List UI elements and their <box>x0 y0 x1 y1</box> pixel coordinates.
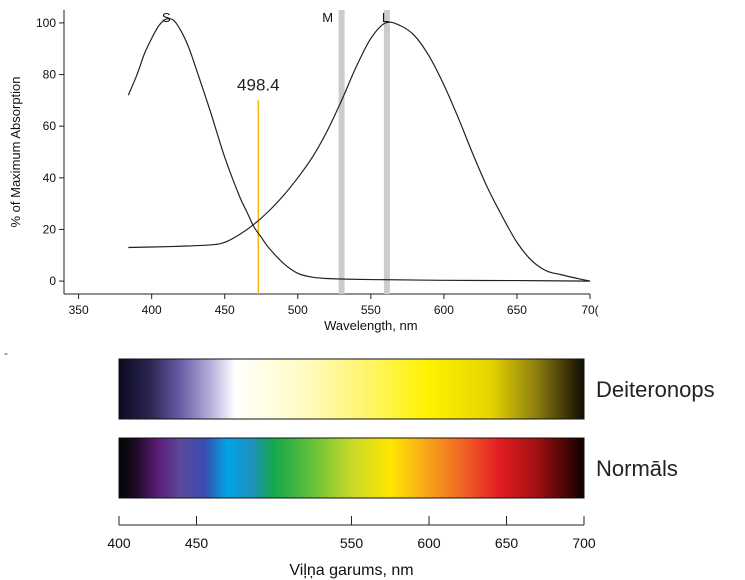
series-line-s <box>127 17 591 282</box>
y-tick-label: 0 <box>49 274 56 288</box>
y-tick-label: 60 <box>43 119 57 133</box>
x-tick-label: 350 <box>69 303 89 317</box>
spectrum-band-label: Deiteronops <box>596 377 715 402</box>
marker-bar <box>383 10 390 294</box>
spectrum-band <box>118 358 585 420</box>
x-tick-label: 500 <box>288 303 308 317</box>
series-line-l <box>128 21 591 282</box>
x-ticks: 350 400 450 500 550 600 650 70( <box>69 294 599 317</box>
spectrum-band-label: Normāls <box>596 456 678 481</box>
x-tick-label: 450 <box>215 303 235 317</box>
x-tick-label: 550 <box>361 303 381 317</box>
y-tick-label: 100 <box>36 16 56 30</box>
marker-bar <box>338 10 345 294</box>
y-ticks: 0 20 40 60 80 100 <box>36 16 64 288</box>
wavelength-ticks: 400 450 550 600 650 700 <box>107 516 596 551</box>
x-tick-label: 650 <box>507 303 527 317</box>
curve-labels: S LM <box>162 10 389 25</box>
x-tick-label: 70( <box>581 303 598 317</box>
wavelength-tick-label: 400 <box>107 535 131 551</box>
crossover-label: 498.4 <box>237 75 280 94</box>
spectrum-band <box>118 437 585 499</box>
curve-label: S <box>162 10 171 25</box>
marker-label: M <box>322 10 333 25</box>
wavelength-tick-label: 650 <box>495 535 519 551</box>
y-tick-label: 20 <box>43 222 57 236</box>
crossover-annotation: 498.4 <box>237 75 280 294</box>
y-tick-label: 40 <box>43 171 57 185</box>
stray-mark: - <box>4 346 8 360</box>
absorption-curves <box>127 17 591 282</box>
absorption-chart: 350 400 450 500 550 600 650 70( 0 20 40 60 80 100 49… <box>8 10 599 333</box>
wavelength-axis-title: Viļņa garums, nm <box>289 562 413 579</box>
x-axis-title: Wavelength, nm <box>324 318 417 333</box>
y-axis-title: % of Maximum Absorption <box>8 76 23 227</box>
wavelength-tick-label: 600 <box>417 535 441 551</box>
cone-marker-bars <box>338 10 390 294</box>
x-tick-label: 600 <box>434 303 454 317</box>
x-tick-label: 400 <box>142 303 162 317</box>
spectrum-bands: Deiteronops Normāls <box>118 358 715 499</box>
wavelength-tick-label: 450 <box>185 535 209 551</box>
y-tick-label: 80 <box>43 68 57 82</box>
wavelength-tick-label: 700 <box>572 535 596 551</box>
wavelength-tick-label: 550 <box>340 535 364 551</box>
spectrum-comparison: Deiteronops Normāls 400 450 550 600 650 700 Vi… <box>107 358 715 579</box>
curve-label: L <box>382 10 389 25</box>
